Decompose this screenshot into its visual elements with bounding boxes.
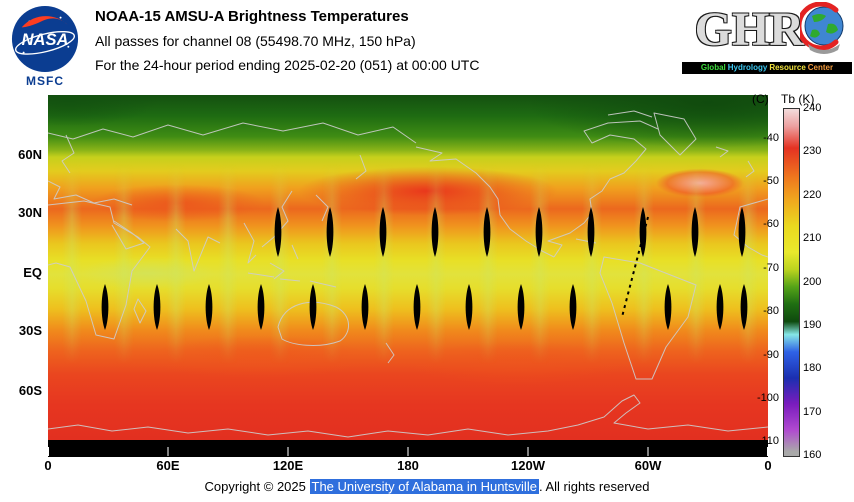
colorbar-kelvin-tick: 170 bbox=[803, 405, 822, 418]
swath-gap-diamond bbox=[431, 207, 439, 257]
y-tick-label: EQ bbox=[23, 265, 42, 280]
ghrc-tagline: Global Hydrology Resource Center bbox=[682, 62, 852, 74]
ghrc-tagline-word: Center bbox=[807, 63, 834, 72]
x-tick-label: 180 bbox=[397, 458, 419, 473]
x-tick-label: 0 bbox=[764, 458, 772, 473]
heatmap-field bbox=[48, 95, 768, 440]
swath-gap-diamond bbox=[587, 207, 595, 257]
swath-gap-diamond bbox=[379, 207, 387, 257]
map-overlay bbox=[48, 110, 768, 456]
swath-gap-diamond bbox=[664, 284, 672, 330]
x-axis-labels: 0 60E 120E 180 120W 60W 0 bbox=[44, 458, 771, 474]
y-tick-label: 60S bbox=[18, 383, 42, 398]
copyright-footer: Copyright © 2025 The University of Alaba… bbox=[0, 479, 854, 494]
ghrc-globe-icon bbox=[800, 2, 844, 54]
colorbar-celsius-tick: -70 bbox=[763, 261, 779, 274]
swath-gap-diamond bbox=[535, 207, 543, 257]
colorbar: (C) Tb (K) 240 230 220 210 200 190 180 170 160 -4… bbox=[750, 90, 854, 472]
y-tick-label: 30N bbox=[18, 205, 42, 220]
nasa-wordmark: NASA bbox=[22, 30, 69, 49]
swath-gap-diamond bbox=[483, 207, 491, 257]
ghrc-tagline-word: Global bbox=[700, 63, 726, 72]
swath-gap-diamond bbox=[738, 207, 746, 257]
longitude-tick-marks bbox=[48, 447, 768, 456]
colorbar-kelvin-tick: 230 bbox=[803, 145, 822, 158]
x-tick-label: 60W bbox=[634, 458, 662, 473]
copyright-prefix: Copyright © 2025 bbox=[204, 479, 310, 494]
title-block: NOAA-15 AMSU-A Brightness Temperatures A… bbox=[95, 8, 479, 81]
swath-stripe-pattern bbox=[48, 95, 768, 440]
y-axis-labels: 60N 30N EQ 30S 60S bbox=[0, 95, 44, 457]
colorbar-kelvin-tick: 190 bbox=[803, 318, 822, 331]
x-tick-label: 60E bbox=[156, 458, 180, 473]
colorbar-celsius-tick: -60 bbox=[763, 218, 779, 231]
colorbar-celsius-tick: -80 bbox=[763, 305, 779, 318]
university-link[interactable]: The University of Alabama in Huntsville bbox=[309, 479, 539, 494]
colorbar-kelvin-tick: 200 bbox=[803, 275, 822, 288]
brightness-temperature-map bbox=[48, 95, 768, 457]
swath-gap-diamond bbox=[517, 284, 525, 330]
swath-gap-diamond bbox=[639, 207, 647, 257]
swath-gap-diamond bbox=[257, 284, 265, 330]
colorbar-celsius-tick: -90 bbox=[763, 348, 779, 361]
colorbar-celsius-tick: -40 bbox=[763, 131, 779, 144]
y-tick-label: 30S bbox=[18, 323, 42, 338]
swath-gap-diamond bbox=[205, 284, 213, 330]
subtitle-period: For the 24-hour period ending 2025-02-20… bbox=[95, 57, 480, 73]
swath-gap-diamond bbox=[569, 284, 577, 330]
ghrc-logo: GHR bbox=[678, 2, 850, 62]
colorbar-kelvin-tick: 240 bbox=[803, 102, 822, 114]
colorbar-kelvin-tick: 220 bbox=[803, 188, 822, 201]
colorbar-celsius-tick: -110 bbox=[757, 435, 779, 448]
swath-gap-diamond bbox=[691, 207, 699, 257]
colorbar-gradient bbox=[783, 108, 800, 457]
swath-gap-diamond bbox=[465, 284, 473, 330]
colorbar-celsius-label: (C) bbox=[752, 92, 769, 106]
swath-gap-diamond bbox=[716, 284, 724, 330]
colorbar-kelvin-tick: 160 bbox=[803, 449, 822, 461]
nasa-meatball-icon: NASA bbox=[11, 5, 79, 73]
colorbar-kelvin-tick: 210 bbox=[803, 232, 822, 245]
swath-gap-diamond bbox=[740, 284, 748, 330]
swath-gap-diamond bbox=[274, 207, 282, 257]
msfc-label: MSFC bbox=[26, 74, 64, 88]
x-tick-label: 0 bbox=[44, 458, 52, 473]
swath-gap-diamond bbox=[413, 284, 421, 330]
coastlines bbox=[48, 110, 768, 438]
swath-gap-diamond bbox=[361, 284, 369, 330]
x-tick-label: 120E bbox=[272, 458, 304, 473]
swath-gap-diamond bbox=[153, 284, 161, 330]
ghrc-tagline-word: Hydrology bbox=[727, 63, 768, 72]
copyright-suffix: . All rights reserved bbox=[538, 479, 650, 494]
ghrc-letters: GHR bbox=[694, 3, 804, 56]
colorbar-kelvin-label: Tb (K) bbox=[781, 92, 815, 106]
swath-gap-diamonds bbox=[101, 207, 748, 330]
colorbar-celsius-tick: -100 bbox=[756, 391, 779, 404]
colorbar-celsius-tick: -50 bbox=[763, 175, 779, 188]
page-title: NOAA-15 AMSU-A Brightness Temperatures bbox=[95, 8, 409, 25]
y-tick-label: 60N bbox=[18, 147, 42, 162]
ghrc-tagline-word: Resource bbox=[769, 63, 806, 72]
subtitle-channel: All passes for channel 08 (55498.70 MHz,… bbox=[95, 33, 416, 49]
x-tick-label: 120W bbox=[511, 458, 545, 473]
colorbar-kelvin-tick: 180 bbox=[803, 362, 822, 375]
swath-gap-diamond bbox=[309, 284, 317, 330]
swath-gap-diamond bbox=[101, 284, 109, 330]
swath-edge-artifact bbox=[621, 216, 649, 318]
swath-gap-diamond bbox=[326, 207, 334, 257]
nasa-logo: NASA bbox=[10, 4, 80, 74]
